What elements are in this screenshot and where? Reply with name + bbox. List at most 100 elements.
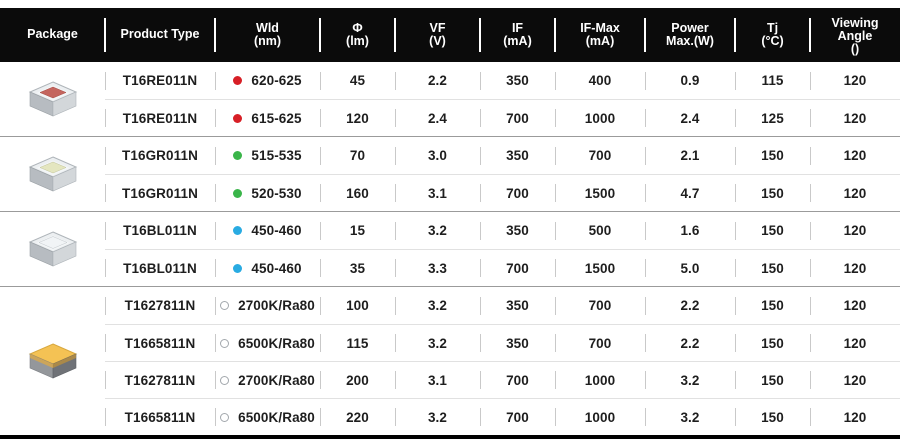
header-if: IF (mA) — [480, 8, 555, 62]
green-led-package-icon — [28, 156, 77, 192]
table-row: T16GR011N 515-535 70 3.0 350 700 2.1 150… — [105, 137, 900, 174]
viewing-angle-cell: 120 — [810, 325, 900, 361]
if-max-cell: 700 — [555, 325, 645, 361]
header-unit: (°C) — [761, 34, 784, 48]
package-group-blue: T16BL011N 450-460 15 3.2 350 500 1.6 150… — [0, 211, 900, 286]
table-row: T16BL011N 450-460 35 3.3 700 1500 5.0 15… — [105, 249, 900, 286]
power-max-cell: 2.2 — [645, 287, 735, 324]
product-type-cell: T1665811N — [105, 399, 215, 435]
if-max-cell: 1500 — [555, 250, 645, 286]
if-cell: 350 — [480, 287, 555, 324]
if-cell: 350 — [480, 212, 555, 249]
power-max-cell: 2.4 — [645, 100, 735, 136]
if-cell: 350 — [480, 137, 555, 174]
product-type-cell: T16GR011N — [105, 175, 215, 211]
wld-cell: 450-460 — [215, 250, 320, 286]
tj-cell: 125 — [735, 100, 810, 136]
wld-value: 2700K/Ra80 — [238, 372, 315, 388]
wld-cell: 620-625 — [215, 62, 320, 99]
product-type-cell: T16BL011N — [105, 250, 215, 286]
wld-value: 520-530 — [251, 185, 302, 201]
phi-cell: 160 — [320, 175, 395, 211]
wld-cell: 615-625 — [215, 100, 320, 136]
header-tj: Tj (°C) — [735, 8, 810, 62]
phi-cell: 200 — [320, 362, 395, 398]
if-max-cell: 1500 — [555, 175, 645, 211]
viewing-angle-cell: 120 — [810, 175, 900, 211]
power-max-cell: 3.2 — [645, 362, 735, 398]
product-type-cell: T1627811N — [105, 287, 215, 324]
phi-cell: 120 — [320, 100, 395, 136]
header-label: Viewing — [831, 15, 879, 30]
header-product-type: Product Type — [105, 8, 215, 62]
viewing-angle-cell: 120 — [810, 100, 900, 136]
phi-cell: 15 — [320, 212, 395, 249]
red-dot-icon — [233, 76, 243, 85]
product-type: T1665811N — [124, 335, 196, 351]
header-unit: (lm) — [346, 34, 369, 48]
white-circle-icon — [220, 412, 230, 422]
green-led-package-image — [0, 137, 105, 211]
product-type-cell: T1665811N — [105, 325, 215, 361]
package-group-red: T16RE011N 620-625 45 2.2 350 400 0.9 115… — [0, 62, 900, 136]
table-bottom-rule — [0, 435, 900, 439]
phi-cell: 115 — [320, 325, 395, 361]
white-circle-icon — [220, 338, 230, 348]
group-rows: T16BL011N 450-460 15 3.2 350 500 1.6 150… — [105, 212, 900, 286]
vf-cell: 3.3 — [395, 250, 480, 286]
wld-cell: 6500K/Ra80 — [215, 399, 320, 435]
red-dot-icon — [233, 113, 243, 123]
header-unit: (nm) — [253, 34, 282, 48]
white-led-package-icon — [28, 343, 77, 379]
product-type: T1627811N — [124, 372, 196, 388]
package-group-green: T16GR011N 515-535 70 3.0 350 700 2.1 150… — [0, 136, 900, 211]
header-label: Package — [27, 27, 78, 42]
if-cell: 700 — [480, 362, 555, 398]
table-row: T16RE011N 615-625 120 2.4 700 1000 2.4 1… — [105, 99, 900, 136]
blue-dot-icon — [233, 226, 243, 235]
header-power-max: Power Max.(W) — [645, 8, 735, 62]
if-max-cell: 400 — [555, 62, 645, 99]
tj-cell: 150 — [735, 362, 810, 398]
product-type: T16GR011N — [122, 185, 198, 201]
if-cell: 700 — [480, 175, 555, 211]
viewing-angle-cell: 120 — [810, 250, 900, 286]
tj-cell: 150 — [735, 175, 810, 211]
group-rows: T1627811N 2700K/Ra80 100 3.2 350 700 2.2… — [105, 287, 900, 435]
table-row: T1627811N 2700K/Ra80 100 3.2 350 700 2.2… — [105, 287, 900, 324]
wld-value: 450-460 — [251, 260, 302, 276]
tj-cell: 115 — [735, 62, 810, 99]
header-phi: Φ (lm) — [320, 8, 395, 62]
table-row: T1627811N 2700K/Ra80 200 3.1 700 1000 3.… — [105, 361, 900, 398]
red-led-package-image — [0, 62, 105, 136]
product-type-cell: T1627811N — [105, 362, 215, 398]
header-label: Power — [671, 20, 709, 35]
viewing-angle-cell: 120 — [810, 287, 900, 324]
tj-cell: 150 — [735, 212, 810, 249]
wld-cell: 2700K/Ra80 — [215, 287, 320, 324]
vf-cell: 3.2 — [395, 399, 480, 435]
product-type-cell: T16RE011N — [105, 100, 215, 136]
wld-value: 450-460 — [251, 223, 302, 238]
if-cell: 700 — [480, 250, 555, 286]
product-type: T16BL011N — [123, 260, 197, 276]
red-led-package-icon — [28, 81, 77, 117]
blue-dot-icon — [233, 263, 243, 273]
vf-cell: 2.2 — [395, 62, 480, 99]
phi-cell: 45 — [320, 62, 395, 99]
header-unit: Max.(W) — [666, 34, 714, 48]
phi-cell: 220 — [320, 399, 395, 435]
if-max-cell: 1000 — [555, 100, 645, 136]
if-max-cell: 1000 — [555, 362, 645, 398]
header-vf: VF (V) — [395, 8, 480, 62]
power-max-cell: 4.7 — [645, 175, 735, 211]
if-cell: 700 — [480, 399, 555, 435]
if-cell: 350 — [480, 62, 555, 99]
header-label: IF-Max — [580, 20, 620, 35]
header-label: Wld — [256, 20, 279, 35]
viewing-angle-cell: 120 — [810, 399, 900, 435]
white-circle-icon — [220, 301, 230, 310]
header-if-max: IF-Max (mA) — [555, 8, 645, 62]
tj-cell: 150 — [735, 325, 810, 361]
vf-cell: 3.1 — [395, 175, 480, 211]
